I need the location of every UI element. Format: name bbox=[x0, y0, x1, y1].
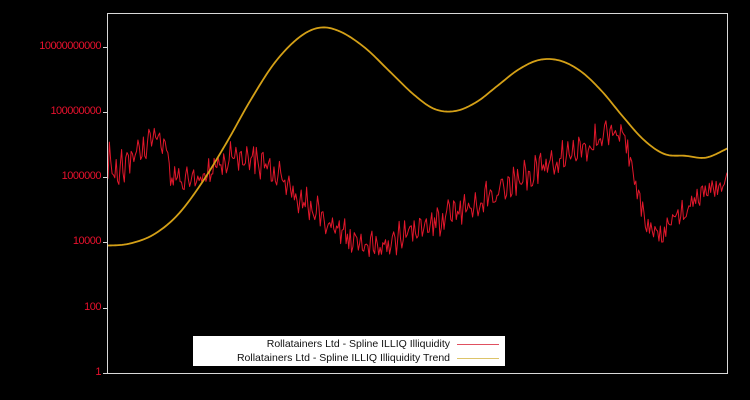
plot-area bbox=[107, 13, 728, 374]
y-tick-label-3: 10000 bbox=[72, 235, 102, 248]
y-tick-mark-1 bbox=[103, 111, 108, 113]
y-tick-label-2: 1000000 bbox=[61, 170, 102, 183]
legend-item-illiquidity-trend[interactable]: Rollatainers Ltd - Spline ILLIQ Illiquid… bbox=[193, 351, 505, 365]
y-tick-label-1: 100000000 bbox=[50, 104, 101, 117]
y-tick-label-4: 100 bbox=[84, 300, 101, 313]
y-tick-label-0: 10000000000 bbox=[39, 39, 101, 52]
chart-legend[interactable]: Rollatainers Ltd - Spline ILLIQ Illiquid… bbox=[193, 336, 505, 366]
legend-label-illiquidity-trend: Rollatainers Ltd - Spline ILLIQ Illiquid… bbox=[236, 352, 450, 364]
y-tick-mark-2 bbox=[103, 177, 108, 179]
y-tick-label-5: 1 bbox=[95, 366, 101, 378]
legend-label-illiquidity: Rollatainers Ltd - Spline ILLIQ Illiquid… bbox=[266, 338, 450, 350]
y-tick-mark-3 bbox=[103, 242, 108, 244]
legend-swatch-illiquidity bbox=[457, 343, 499, 345]
y-tick-mark-4 bbox=[103, 307, 108, 309]
y-tick-mark-5 bbox=[103, 373, 108, 374]
series-line-illiquidity bbox=[108, 120, 727, 258]
chart-canvas bbox=[108, 26, 727, 258]
y-tick-mark-0 bbox=[103, 46, 108, 48]
legend-item-illiquidity[interactable]: Rollatainers Ltd - Spline ILLIQ Illiquid… bbox=[193, 337, 505, 351]
legend-swatch-illiquidity-trend bbox=[457, 357, 499, 359]
series-line-illiquidity-trend bbox=[108, 26, 727, 247]
